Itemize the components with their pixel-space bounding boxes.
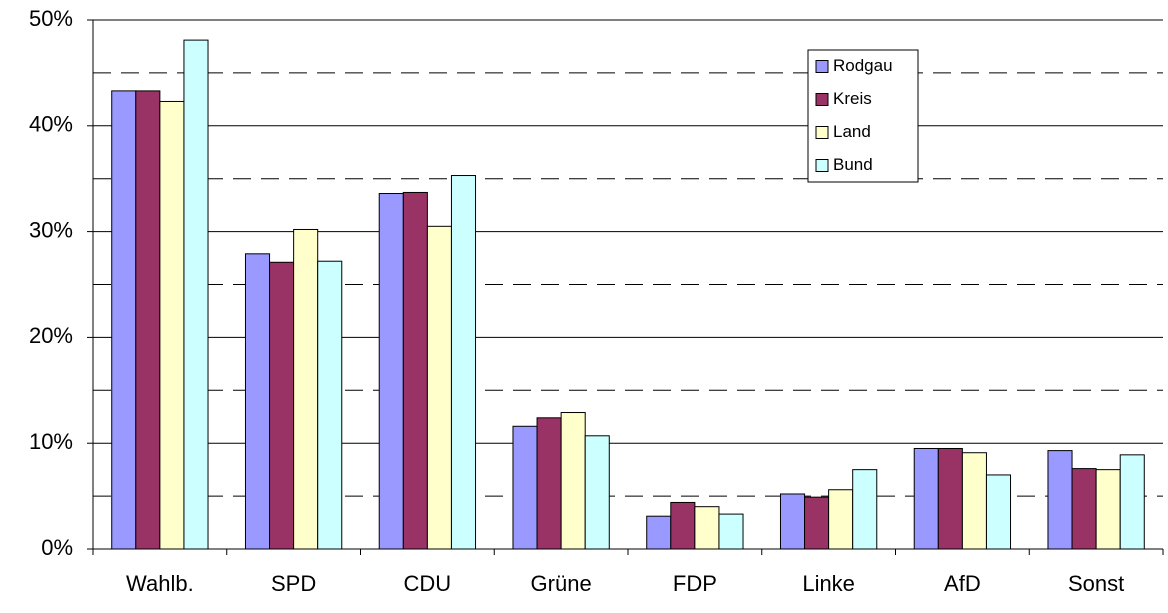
bar (183, 39, 209, 550)
bar (718, 513, 744, 550)
y-tick-label: 40% (29, 112, 73, 137)
bar (1095, 469, 1121, 550)
bar (426, 225, 452, 550)
x-tick-label: Grüne (531, 571, 592, 596)
y-tick-label: 30% (29, 217, 73, 242)
x-tick-label: Sonst (1068, 571, 1124, 596)
bar (852, 469, 878, 550)
bar (804, 496, 830, 550)
y-tick-label: 0% (41, 535, 73, 560)
bar (560, 412, 586, 550)
bar (512, 425, 538, 550)
bar (584, 435, 610, 550)
x-tick-label: SPD (271, 571, 316, 596)
bar (450, 175, 477, 550)
bar (244, 253, 271, 550)
x-tick-label: FDP (673, 571, 717, 596)
bar (378, 193, 404, 550)
bar (961, 452, 987, 550)
bar (135, 90, 161, 550)
bar (828, 489, 854, 550)
legend-label: Rodgau (833, 56, 893, 75)
bar (269, 261, 295, 550)
legend-swatch (815, 159, 829, 172)
x-tick-label: CDU (404, 571, 452, 596)
bar (937, 447, 963, 550)
bar (402, 191, 428, 550)
bar (317, 260, 343, 550)
bar (1047, 450, 1073, 550)
x-tick-label: AfD (944, 571, 981, 596)
bar (1071, 468, 1097, 550)
legend-label: Kreis (833, 89, 872, 108)
legend-swatch (815, 60, 829, 73)
y-tick-label: 10% (29, 429, 73, 454)
bar (694, 506, 720, 550)
bar (293, 228, 319, 550)
bar (536, 417, 562, 550)
bar (111, 90, 137, 550)
legend-swatch (815, 93, 829, 106)
bar (913, 447, 939, 550)
bar (159, 100, 185, 550)
bar (670, 501, 696, 550)
y-tick-label: 20% (29, 323, 73, 348)
bar (1119, 454, 1145, 550)
bar (646, 515, 672, 550)
y-tick-label: 50% (29, 6, 73, 31)
x-tick-label: Wahlb. (126, 571, 194, 596)
x-tick-label: Linke (802, 571, 855, 596)
legend-label: Bund (833, 155, 873, 174)
bar (985, 474, 1012, 550)
legend-label: Land (833, 122, 871, 141)
legend-swatch (815, 126, 829, 139)
bar (779, 493, 806, 550)
